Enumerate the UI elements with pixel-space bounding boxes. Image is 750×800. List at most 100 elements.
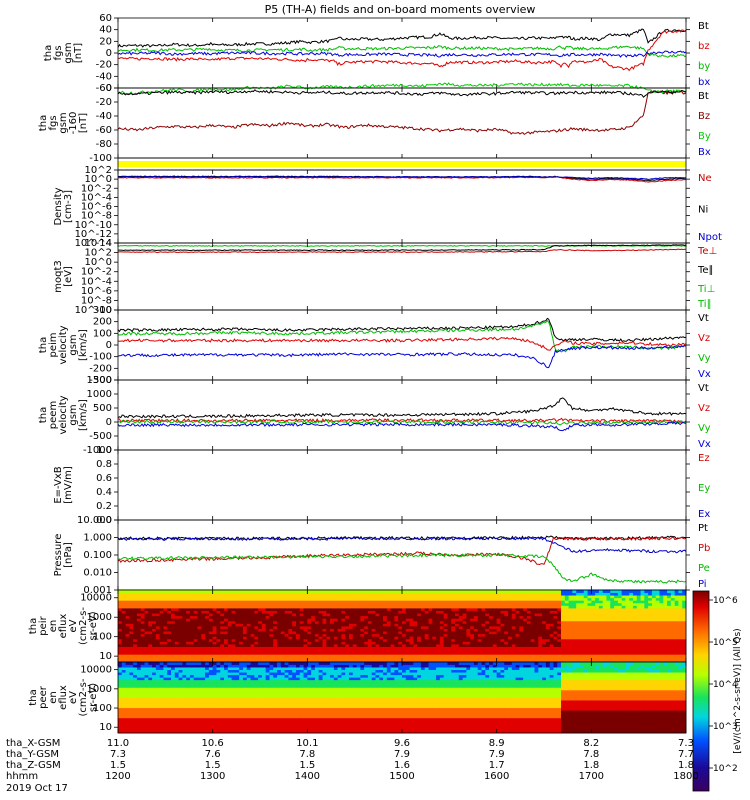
panel-8: 10.000 1.000 0.100 0.010 0.001 Pressure[nPa] P… xyxy=(53,515,710,596)
legend-Vy: Vy xyxy=(698,353,711,364)
ytick-label: 300 xyxy=(93,305,112,316)
ytick-label: 10^2 xyxy=(85,165,112,176)
legend-Vx: Vx xyxy=(698,439,711,450)
ytick-label: 100 xyxy=(93,703,112,714)
ytick-label: 0 xyxy=(106,83,112,94)
ytick-label: 10^-10 xyxy=(75,220,112,231)
date-label: 2019 Oct 17 xyxy=(6,783,68,794)
panel-1: 0 -20 -40 -60 -80 -100 thafgsgsm-160[nT] Bt Bz By… xyxy=(38,82,711,164)
series-Ne xyxy=(118,176,687,183)
ytick-label: 10000 xyxy=(80,665,112,676)
ytick-label: -40 xyxy=(96,111,112,122)
legend-Bt: Bt xyxy=(698,21,709,32)
ytick-label: -300 xyxy=(89,375,112,386)
ytick-label: 0.8 xyxy=(96,459,112,470)
panel-7: 1.0 0.8 0.6 0.4 0.2 0.0 E=-VxB[mV/m] Ez Ey Ex xyxy=(53,445,710,526)
series-Npot xyxy=(117,175,687,181)
ylabel: thapeirenefluxeV(cm2-s-sr-eV) xyxy=(28,607,99,645)
ytick-label: 10^2 xyxy=(85,248,112,259)
xtick-label: 1.5 xyxy=(110,760,126,771)
ytick-label: 10^-8 xyxy=(81,211,112,222)
series-bz xyxy=(117,29,687,72)
ytick-label: 0.6 xyxy=(96,473,112,484)
ytick-label: 10 xyxy=(99,722,112,733)
xtick-label: 1800 xyxy=(673,771,698,782)
series-bx xyxy=(117,50,687,58)
ytick-label: 1.0 xyxy=(96,445,112,456)
ytick-label: -1000 xyxy=(83,445,112,456)
ytick-label: -100 xyxy=(89,352,112,363)
series-Vt xyxy=(117,317,687,343)
quality-flag-bar xyxy=(118,161,686,167)
ytick-label: 10 xyxy=(99,651,112,662)
legend-Ti∥: Ti∥ xyxy=(697,299,712,310)
legend-Bx: Bx xyxy=(698,147,711,158)
xtick-label: 7.6 xyxy=(205,749,221,760)
legend-Pi: Pi xyxy=(698,579,707,590)
series-Bz xyxy=(117,90,687,136)
ytick-label: 60 xyxy=(99,13,112,24)
series-Vy xyxy=(117,319,687,353)
ytick-label: 10^4 xyxy=(85,238,112,249)
ytick-label: 1.000 xyxy=(83,533,112,544)
ytick-label: 1000 xyxy=(87,389,112,400)
ytick-label: 500 xyxy=(93,403,112,414)
legend-bx: bx xyxy=(698,77,710,88)
legend-Vy: Vy xyxy=(698,423,711,434)
legend-By: By xyxy=(698,131,711,142)
ytick-label: 10^0 xyxy=(85,257,112,268)
ytick-label: 10.000 xyxy=(77,515,112,526)
colorbar-tick: 10^5 xyxy=(713,638,738,648)
xtick-label: 11.0 xyxy=(107,738,129,749)
legend-Ey: Ey xyxy=(698,483,710,494)
xtick-label: 10.6 xyxy=(202,738,224,749)
xtick-label: 7.7 xyxy=(678,749,694,760)
legend-Bz: Bz xyxy=(698,111,710,122)
panel-9: 10000 1000 100 10thapeirenefluxeV(cm2-s-sr-… xyxy=(28,589,687,663)
colorbar-tick: 10^4 xyxy=(713,680,738,690)
legend-Ne: Ne xyxy=(698,173,712,184)
ytick-label: 100 xyxy=(93,328,112,339)
xtick-label: 1.8 xyxy=(678,760,694,771)
xtick-label: 1.5 xyxy=(299,760,315,771)
ylabel: thapeimvelocitygsm[km/s] xyxy=(38,325,89,364)
ylabel: E=-VxB[mV/m] xyxy=(53,466,74,504)
ytick-label: 0 xyxy=(106,340,112,351)
ytick-label: 0 xyxy=(106,48,112,59)
ytick-label: 40 xyxy=(99,25,112,36)
xtick-label: 7.9 xyxy=(394,749,410,760)
xtick-label: 7.8 xyxy=(583,749,599,760)
legend-Ni: Ni xyxy=(698,205,708,216)
ytick-label: 0.010 xyxy=(83,568,112,579)
ytick-label: 0.001 xyxy=(83,585,112,596)
ytick-label: 10^-2 xyxy=(81,267,112,278)
xtick-label: 1600 xyxy=(484,771,509,782)
colorbar-label: [eV/(cm^2-s-sr-eV)] (All Qs) xyxy=(733,628,743,753)
ytick-label: -20 xyxy=(96,60,112,71)
legend-Pe: Pe xyxy=(698,563,710,574)
xtick-label: 8.9 xyxy=(489,738,505,749)
legend-Vz: Vz xyxy=(698,403,710,414)
ytick-label: 10^-14 xyxy=(75,238,112,249)
xaxis-row-label: hhmm xyxy=(6,771,38,782)
xaxis-row-label: tha_Z-GSM xyxy=(6,760,61,771)
series-Pe xyxy=(117,553,687,584)
ytick-label: 0.4 xyxy=(96,487,112,498)
legend-Bt: Bt xyxy=(698,91,709,102)
ytick-label: 1000 xyxy=(87,684,112,695)
xtick-label: 8.2 xyxy=(583,738,599,749)
ytick-label: 10^-8 xyxy=(81,295,112,306)
ytick-label: 10^0 xyxy=(85,174,112,185)
series-Pt xyxy=(117,535,686,541)
xtick-label: 9.6 xyxy=(394,738,410,749)
series-Pb xyxy=(117,536,687,566)
series-by xyxy=(117,45,687,58)
xtick-label: 1400 xyxy=(295,771,320,782)
colorbar: 10^6 10^5 10^4 10^3 10^2 [eV/(cm^2-s-sr-eV)]… xyxy=(692,590,743,792)
ytick-label: 10^-12 xyxy=(75,229,112,240)
series-Te⊥ xyxy=(117,248,687,254)
legend-Vt: Vt xyxy=(698,383,709,394)
colorbar-tick: 10^6 xyxy=(713,596,738,606)
